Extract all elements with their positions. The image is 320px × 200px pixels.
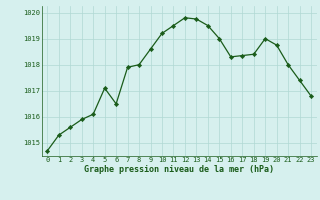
X-axis label: Graphe pression niveau de la mer (hPa): Graphe pression niveau de la mer (hPa) — [84, 165, 274, 174]
